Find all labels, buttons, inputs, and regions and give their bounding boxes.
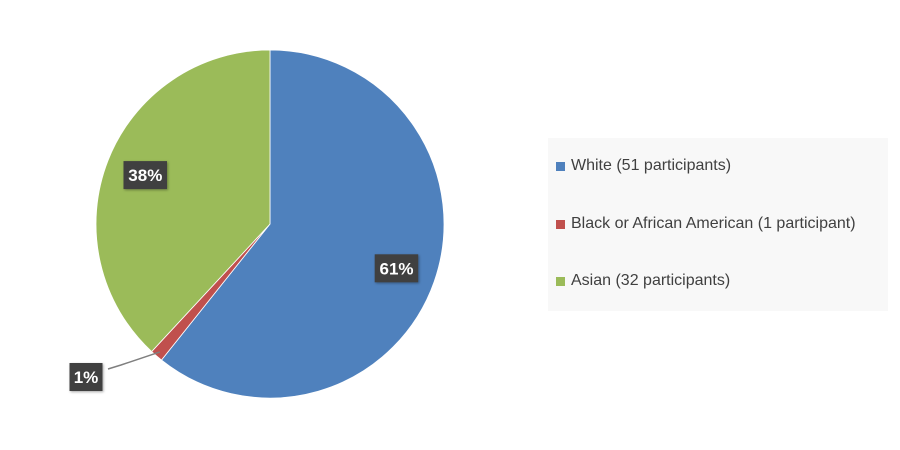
legend-item-black-or-african-american: Black or African American (1 participant… [556,215,856,233]
legend-item-white: White (51 participants) [556,157,731,175]
legend-label-white: White (51 participants) [571,157,732,174]
data-label-black-or-african-american: 1% [69,363,103,391]
leader-line-black-or-african-american [107,351,161,370]
legend-item-asian: Asian (32 participants) [556,272,730,290]
legend-label-black-or-african-american: Black or African American (1 participant… [571,215,856,232]
legend-swatch-asian [556,276,565,286]
legend-swatch-white [556,161,565,171]
data-label-asian: 38% [123,161,167,190]
data-label-box-black-or-african-american [69,363,103,391]
legend-swatch-black-or-african-american [556,219,565,229]
pie-slice-asian [95,49,271,353]
legend: White (51 participants) Black or African… [548,138,888,311]
data-label-box-asian [123,161,167,190]
data-label-white: 61% [374,254,419,283]
data-label-text-black-or-african-american: 1% [74,368,99,387]
legend-label-asian: Asian (32 participants) [571,272,731,289]
data-label-text-white: 61% [379,259,413,278]
data-label-text-asian: 38% [128,166,162,185]
data-label-box-white [374,254,419,283]
pie-slice-white [160,49,445,399]
